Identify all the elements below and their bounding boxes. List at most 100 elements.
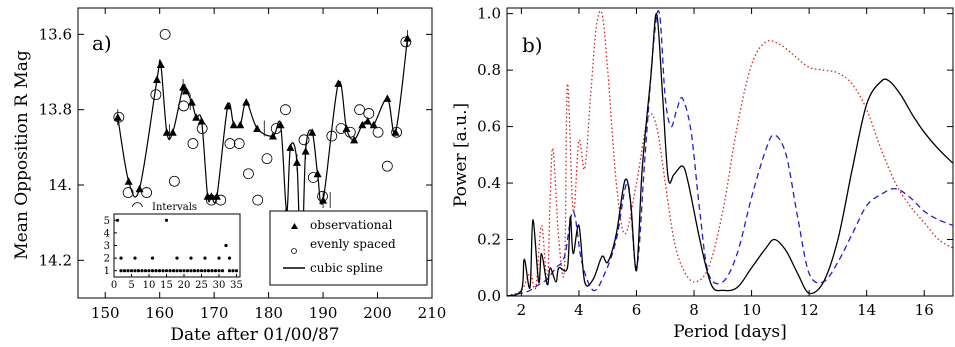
a-xtick-label: 170	[200, 304, 229, 322]
interval-point	[196, 269, 200, 273]
observational-point	[383, 94, 392, 102]
interval-point	[213, 269, 218, 273]
a-xtick-label: 200	[363, 304, 392, 322]
evenly-spaced-point	[233, 138, 245, 149]
evenly-spaced-point	[141, 187, 153, 198]
observational-point	[342, 124, 351, 133]
interval-point	[220, 269, 225, 273]
inset-xtick-label: 35	[230, 280, 243, 291]
evenly-spaced-point	[381, 160, 393, 172]
legend-observational: observational	[310, 218, 393, 232]
a-ytick-label: 13.8	[39, 101, 72, 119]
b-xtick-label: 16	[915, 301, 934, 319]
periodogram-dotted-line	[506, 10, 954, 297]
panel-b-ylabel: Power [a.u.]	[451, 103, 471, 207]
observational-point	[135, 184, 144, 193]
observational-point	[286, 143, 295, 151]
observational-point	[162, 128, 171, 136]
observational-point	[113, 113, 122, 121]
interval-point	[143, 269, 148, 273]
interval-point	[119, 269, 123, 273]
observational-point	[212, 192, 221, 200]
observational-point	[156, 60, 165, 68]
interval-point	[189, 269, 193, 273]
interval-point	[122, 269, 127, 273]
inset-ytick-label: 1	[104, 266, 110, 277]
observational-point	[313, 169, 322, 178]
panel-b-xlabel: Period [days]	[673, 322, 786, 342]
observational-point	[187, 98, 196, 106]
periodogram-dashed-line	[506, 10, 954, 297]
observational-point	[229, 120, 238, 129]
evenly-spaced-point	[122, 187, 134, 198]
interval-point	[129, 269, 134, 273]
observational-point	[268, 132, 277, 140]
interval-point	[199, 269, 204, 273]
interval-point	[203, 269, 207, 273]
interval-point	[154, 269, 158, 273]
panel-b-plot-area	[506, 10, 954, 297]
inset-xtick-label: 5	[128, 280, 134, 291]
inset-xtick-label: 15	[160, 280, 173, 291]
panel-a-frame	[77, 7, 433, 299]
evenly-spaced-point	[270, 123, 282, 134]
evenly-spaced-point	[391, 126, 403, 138]
b-xtick-label: 2	[517, 301, 527, 319]
interval-point	[217, 256, 221, 260]
evenly-spaced-point	[280, 104, 291, 116]
observational-point	[403, 34, 412, 42]
b-xtick-label: 12	[800, 301, 819, 319]
interval-point	[133, 256, 137, 260]
b-ytick-label: 1.0	[477, 5, 501, 23]
b-ytick-label: 0.8	[477, 61, 501, 79]
interval-point	[133, 269, 137, 273]
inset-xtick-label: 0	[111, 280, 117, 291]
panel-a-yticks: 13.6 13.8 14. 14.2	[39, 25, 432, 269]
interval-point	[119, 256, 123, 260]
interval-point	[157, 269, 162, 273]
b-ytick-label: 0.2	[477, 231, 501, 249]
evenly-spaced-point	[159, 28, 171, 40]
interval-point	[178, 269, 183, 273]
interval-point	[189, 256, 193, 260]
interval-point	[231, 269, 235, 273]
a-xtick-label: 210	[418, 304, 447, 322]
evenly-spaced-point	[363, 108, 375, 119]
interval-point	[224, 243, 228, 248]
observational-point	[242, 98, 251, 106]
panel-a-xlabel: Date after 01/00/87	[170, 325, 339, 345]
observational-point	[124, 177, 133, 185]
interval-point	[171, 269, 176, 273]
observational-point	[168, 128, 177, 136]
observational-point	[301, 147, 310, 155]
a-xtick-label: 150	[91, 304, 120, 322]
interval-point	[227, 269, 232, 273]
interval-point	[147, 269, 151, 273]
panel-a-ylabel: Mean Opposition R Mag	[12, 50, 32, 260]
a-ytick-label: 14.	[48, 176, 72, 194]
evenly-spaced-point	[400, 36, 412, 48]
legend-circle-marker	[291, 248, 297, 254]
evenly-spaced-point	[168, 175, 180, 187]
observational-point	[197, 116, 206, 125]
interval-point	[150, 269, 155, 273]
panel-a-plot-area	[113, 28, 412, 283]
evenly-spaced-point	[298, 134, 310, 146]
observational-point	[236, 120, 245, 129]
observational-point	[182, 86, 191, 95]
b-ytick-label: 0.4	[477, 174, 501, 192]
interval-point	[203, 256, 207, 260]
observational-point	[358, 120, 367, 129]
evenly-spaced-point	[113, 111, 125, 123]
observational-point	[223, 101, 232, 110]
a-xtick-label: 190	[309, 304, 338, 322]
observational-point	[334, 79, 343, 87]
evenly-spaced-point	[150, 89, 162, 101]
a-xtick-label: 160	[145, 304, 174, 322]
inset-ytick-label: 3	[104, 241, 110, 252]
panel-b-yticks: 0.0 0.2 0.4 0.6 0.8 1.0	[477, 5, 953, 305]
inset-ytick-label: 2	[104, 254, 110, 265]
